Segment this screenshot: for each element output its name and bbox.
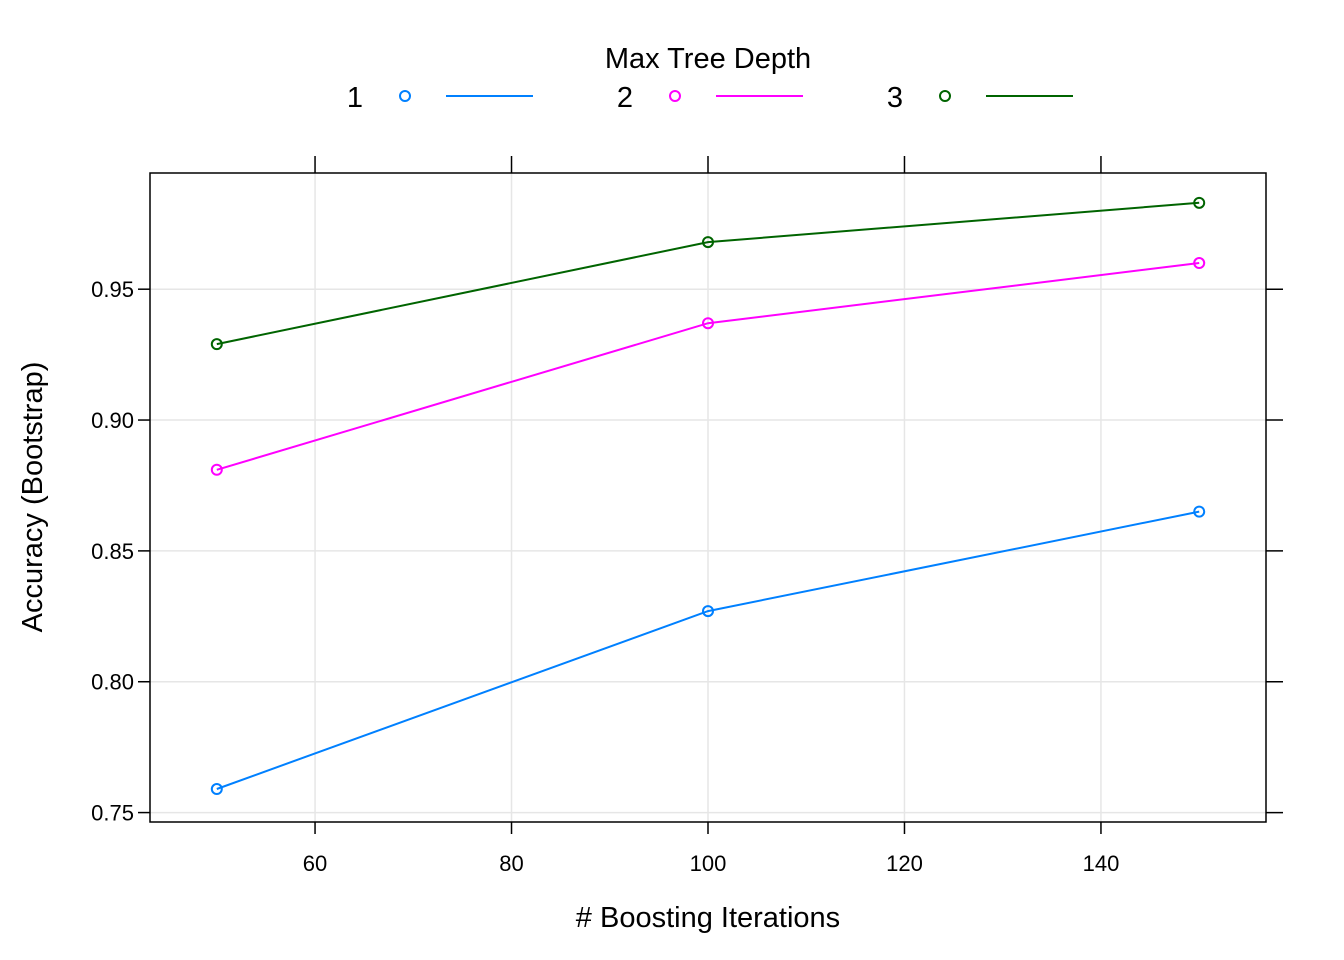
x-axis-label: # Boosting Iterations (576, 902, 840, 934)
legend-label-3: 3 (887, 82, 903, 114)
legend-marker-2 (669, 90, 681, 102)
x-tick-label: 120 (886, 851, 923, 876)
data-point-1 (210, 783, 223, 796)
x-tick-label: 100 (690, 851, 727, 876)
x-tick-label: 60 (303, 851, 327, 876)
data-point-1 (702, 605, 714, 618)
data-point-2 (1193, 257, 1206, 270)
axis-ticks (138, 156, 1283, 834)
data-point-3 (1193, 196, 1206, 209)
data-point-2 (702, 317, 714, 330)
y-tick-label: 0.75 (91, 801, 134, 826)
legend-title: Max Tree Depth (605, 43, 811, 75)
grid (150, 173, 1266, 822)
series-line-2 (216, 262, 1200, 471)
y-tick-label: 0.85 (91, 539, 134, 564)
y-tick-label: 0.80 (91, 670, 134, 695)
data-point-2 (210, 463, 223, 476)
series-layer (210, 196, 1206, 796)
legend-marker-3 (939, 90, 951, 102)
tick-labels: 60 80 100 120 140 0.75 0.80 0.85 0.90 0.95 (91, 277, 1119, 876)
data-point-1 (1193, 505, 1206, 518)
legend-label-1: 1 (347, 82, 363, 114)
legend-label-2: 2 (617, 82, 633, 114)
x-tick-label: 140 (1083, 851, 1120, 876)
series-line-3 (216, 201, 1200, 346)
series-line-1 (216, 510, 1200, 790)
legend-marker-1 (399, 90, 411, 102)
data-point-3 (210, 338, 223, 351)
x-tick-label: 80 (499, 851, 523, 876)
data-point-3 (702, 236, 714, 249)
y-tick-label: 0.95 (91, 277, 134, 302)
y-tick-label: 0.90 (91, 408, 134, 433)
legend: 1 2 3 (347, 82, 1073, 114)
y-axis-label: Accuracy (Bootstrap) (17, 362, 49, 633)
